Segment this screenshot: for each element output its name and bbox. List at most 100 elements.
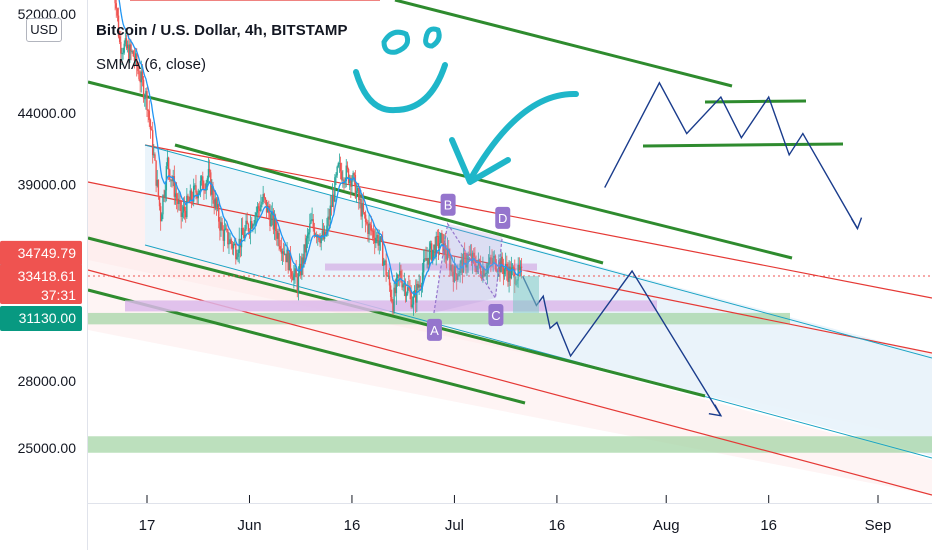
- candle-body: [428, 248, 431, 265]
- candle-body: [161, 214, 163, 222]
- candle-body: [329, 205, 332, 220]
- candle-body: [272, 211, 275, 230]
- candle-body: [318, 235, 320, 241]
- smiley-eye-left: [381, 29, 411, 55]
- purple-band-upper: [325, 263, 537, 271]
- candle-body: [347, 169, 350, 183]
- candle-body: [121, 53, 123, 55]
- candle-body: [319, 240, 321, 244]
- smiley-mouth: [353, 62, 448, 114]
- candle-body: [342, 179, 344, 181]
- candle-body: [343, 179, 345, 183]
- candle-body: [252, 225, 254, 229]
- candle-body: [136, 53, 138, 67]
- candle-body: [165, 166, 168, 191]
- candle-body: [254, 215, 256, 224]
- candle-body: [425, 258, 427, 261]
- candle-body: [147, 109, 149, 111]
- candle-body: [328, 216, 330, 220]
- channel-blue-line-1: [144, 144, 932, 359]
- candle-body: [358, 187, 360, 201]
- candle-body: [327, 216, 329, 226]
- channel-band-lower: [88, 235, 932, 495]
- candle-body: [322, 230, 325, 239]
- candle-body: [287, 249, 289, 271]
- pattern-label-a: A: [430, 323, 439, 338]
- indicator-legend[interactable]: SMMA (6, close): [96, 56, 207, 73]
- candle-body: [400, 270, 402, 280]
- candle-body: [401, 279, 403, 288]
- candle-body: [487, 263, 490, 266]
- candle-body: [220, 222, 222, 231]
- candle-body: [212, 186, 214, 200]
- candle-body: [173, 176, 176, 197]
- neckline-upper: [704, 99, 807, 104]
- candle-body: [377, 234, 379, 246]
- candle-body: [386, 275, 388, 277]
- price-label-box: [0, 264, 82, 305]
- currency-button[interactable]: USD: [26, 18, 62, 42]
- candle-body: [409, 289, 411, 293]
- candle-body: [226, 228, 228, 230]
- candle-body: [181, 212, 183, 217]
- candle-body: [261, 201, 263, 205]
- candle-body: [495, 269, 498, 271]
- candle-body: [326, 225, 328, 235]
- candle-body: [415, 290, 417, 303]
- time-axis[interactable]: 17 Jun 16 Jul 16 Aug 16 Sep: [88, 495, 932, 534]
- candle-body: [148, 110, 150, 120]
- candle-body: [282, 251, 285, 255]
- candle-body: [115, 3, 117, 9]
- candle-body: [125, 38, 128, 49]
- candle-body: [284, 253, 286, 255]
- candle-body: [177, 198, 179, 205]
- candle-body: [154, 154, 156, 161]
- candle-body: [116, 8, 119, 16]
- candle-body: [260, 204, 262, 211]
- candle-body: [392, 301, 394, 312]
- candle-body: [432, 249, 434, 261]
- candle-body: [265, 199, 268, 213]
- candle-body: [469, 253, 472, 255]
- candle-body: [484, 273, 486, 277]
- candle-body: [483, 268, 485, 277]
- candle-body: [142, 79, 145, 99]
- candle-body: [253, 223, 255, 226]
- candle-body: [278, 232, 280, 247]
- candle-body: [186, 195, 188, 218]
- candle-body: [449, 255, 451, 271]
- candle-body: [385, 260, 387, 276]
- price-axis[interactable]: 52000.0044000.0039000.0028000.0025000.00…: [0, 0, 88, 550]
- candle-body: [485, 272, 488, 274]
- trendline-green-4: [394, 0, 733, 88]
- candle-body: [129, 44, 131, 61]
- candle-body: [453, 266, 456, 282]
- candle-body: [391, 296, 393, 302]
- candle-body: [471, 252, 474, 263]
- candle-body: [470, 253, 473, 263]
- candle-body: [185, 210, 187, 218]
- candle-body: [337, 163, 339, 167]
- candle-body: [237, 253, 239, 257]
- candle-body: [215, 198, 218, 208]
- pattern-label-box-c: [488, 304, 504, 327]
- candle-body: [460, 259, 462, 264]
- abcd-pattern: A B C D: [426, 193, 511, 341]
- y-tick-label: 28000.00: [18, 373, 77, 389]
- candle-body: [211, 186, 213, 195]
- candle-body: [188, 200, 190, 202]
- candle-body: [183, 206, 186, 211]
- candle-body: [310, 219, 312, 224]
- candle-body: [417, 283, 419, 288]
- candle-body: [370, 225, 373, 231]
- candle-body: [405, 293, 408, 297]
- head-shoulders-arrowhead: [850, 217, 863, 231]
- y-tick-label: 25000.00: [18, 440, 77, 456]
- candle-body: [208, 168, 211, 173]
- pattern-path: [433, 222, 503, 314]
- candle-body: [452, 271, 454, 282]
- candle-body: [372, 230, 375, 238]
- candle-body: [230, 239, 232, 244]
